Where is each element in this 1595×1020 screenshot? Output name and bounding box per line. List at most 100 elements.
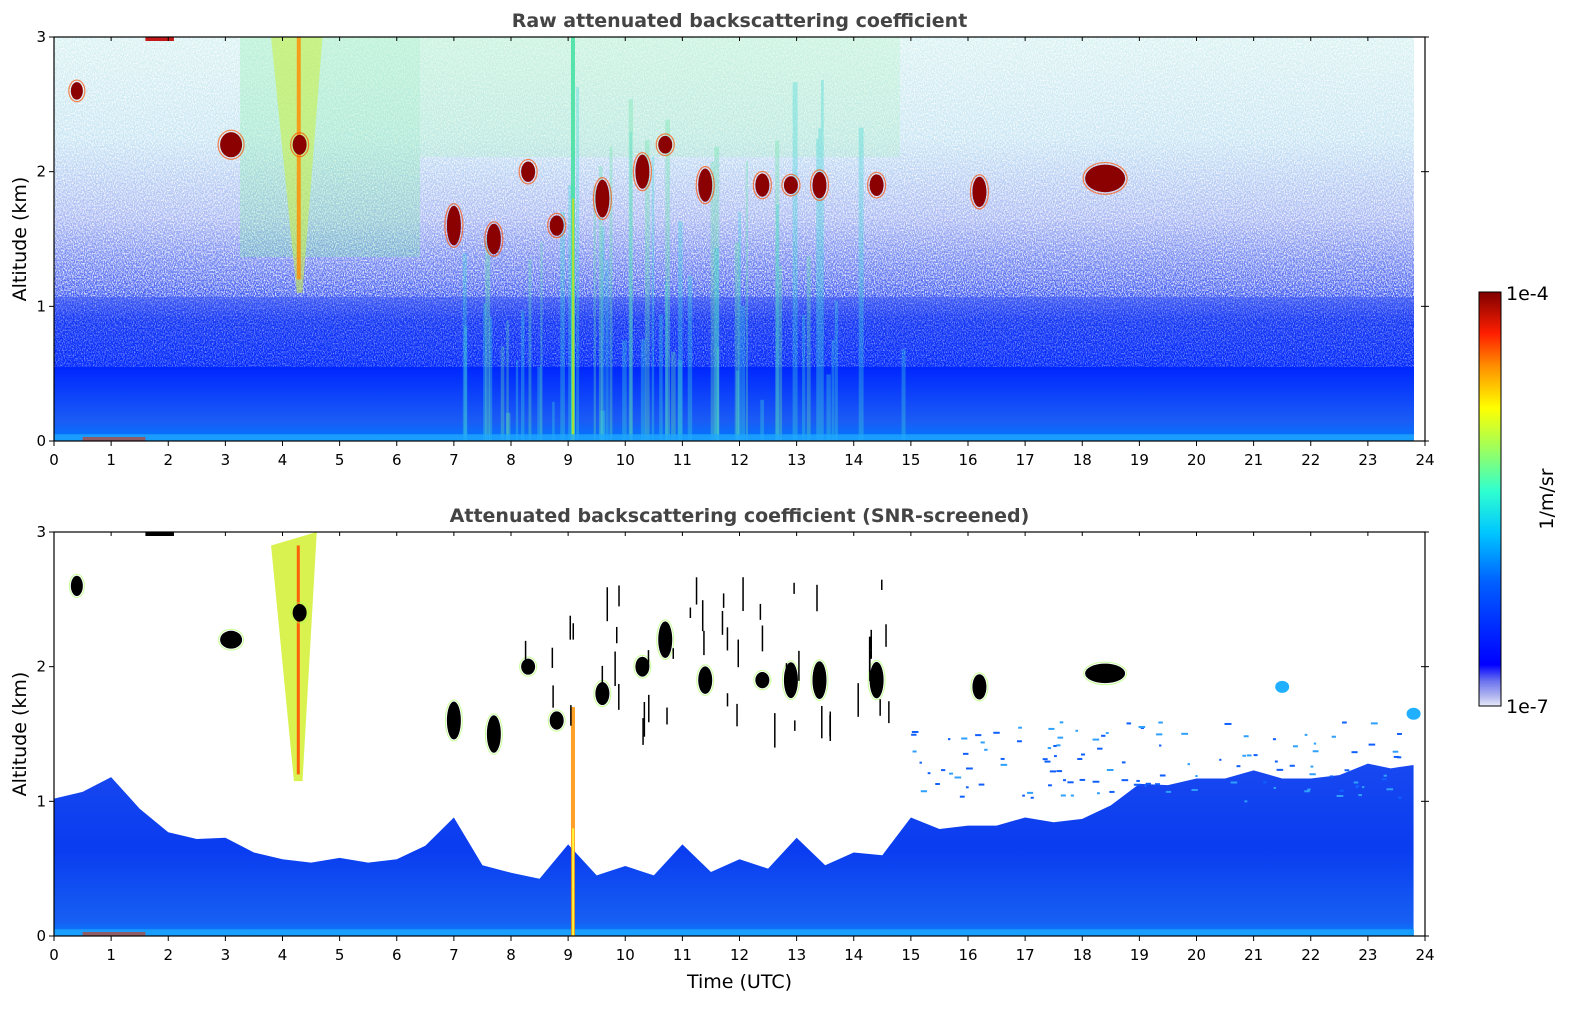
x-tick-label: 16 [958, 946, 977, 964]
x-tick-label: 4 [278, 451, 288, 469]
snr-speckle [1060, 794, 1066, 797]
raw-plume-streak [644, 140, 650, 441]
snr-speckle [1253, 754, 1258, 757]
x-tick-label: 10 [616, 946, 635, 964]
snr-cloud-blob [595, 682, 610, 706]
raw-backscatter-panel: Raw attenuated backscattering coefficien… [9, 10, 1435, 469]
x-tick-label: 0 [49, 946, 59, 964]
raw-cloud-edge [592, 177, 613, 221]
snr-cloud-blob [521, 658, 536, 675]
raw-cloud-blob [446, 205, 461, 246]
raw-cloud-blob [698, 168, 713, 202]
snr-speckle [1144, 784, 1147, 787]
snr-speckle [1397, 756, 1402, 759]
raw-cloud-blob [783, 176, 798, 194]
raw-plume-streak [816, 138, 819, 441]
x-tick-label: 10 [616, 451, 635, 469]
snr-cloud-edge [519, 656, 538, 677]
snr-cloud-streak [794, 720, 796, 731]
raw-cloud-blob [292, 134, 307, 155]
snr-cloud-streak [695, 577, 698, 605]
raw-plume-streak [506, 320, 509, 441]
x-tick-label: 24 [1415, 451, 1434, 469]
snr-screened-panel: Attenuated backscattering coefficient (S… [9, 505, 1435, 993]
snr-speckle [911, 733, 917, 736]
snr-speckle [1362, 786, 1365, 789]
snr-speckle [1274, 760, 1278, 763]
x-tick-label: 8 [506, 946, 516, 964]
raw-cloud-edge [547, 212, 567, 239]
snr-cloud-blob [869, 661, 884, 699]
snr-speckle [1246, 754, 1252, 757]
snr-speckle [959, 795, 965, 798]
raw-plume-streak [609, 146, 613, 441]
x-tick-label: 2 [163, 451, 173, 469]
snr-speckle [1381, 778, 1387, 781]
snr-cloud-streak [726, 627, 729, 651]
snr-cloud-blob [446, 701, 461, 740]
raw-cloud-blob [635, 154, 650, 189]
snr-speckle [1109, 790, 1115, 793]
raw-cloud-edge [217, 129, 245, 160]
snr-speckle [1054, 755, 1057, 758]
raw-y-axis-label: Altitude (km) [9, 177, 31, 302]
raw-plume-streak [629, 132, 633, 441]
raw-plume-streak [716, 347, 720, 441]
snr-speckle [1310, 765, 1314, 768]
snr-speckle [993, 731, 1000, 734]
snr-speckle [1140, 727, 1144, 730]
snr-speckle [1156, 733, 1163, 736]
snr-speckle [962, 752, 969, 755]
x-tick-label: 12 [730, 451, 749, 469]
snr-cloud-blob [755, 672, 770, 689]
raw-plume-streak [540, 241, 543, 441]
snr-speckle [1355, 784, 1360, 787]
snr-cloud-streak [885, 624, 887, 647]
raw-plume-streak [665, 282, 668, 441]
x-tick-label: 24 [1415, 946, 1434, 964]
snr-cloud-blob [698, 666, 713, 694]
snr-cloud-blob [1085, 663, 1126, 684]
raw-plume-streak [464, 325, 468, 441]
snr-cloud-streak [888, 701, 890, 724]
raw-plume-streak [738, 212, 741, 441]
snr-cloud-streak [701, 600, 704, 632]
snr-cloud-edge [1083, 661, 1128, 686]
snr-speckle [1331, 735, 1336, 738]
snr-speckle [1289, 764, 1295, 767]
snr-speckle [1105, 732, 1109, 735]
snr-cloud-blob [658, 621, 673, 659]
raw-plume-streak [568, 185, 574, 441]
x-tick-label: 2 [163, 946, 173, 964]
snr-x-axis: 0 1 2 3 4 5 6 7 8 9 10 11 12 13 14 15 16 17 18 19 20 21 22 23 24 [49, 532, 1435, 964]
x-tick-label: 5 [335, 946, 345, 964]
snr-cloud-blob [812, 661, 827, 700]
raw-cloud-edge [68, 79, 86, 103]
snr-surface-hot-spot [82, 931, 146, 936]
raw-plume-streak [598, 166, 603, 441]
snr-cloud-blob [486, 715, 501, 753]
raw-plume-streak [593, 185, 596, 441]
x-tick-label: 12 [730, 946, 749, 964]
raw-plume-streak [834, 300, 838, 441]
snr-speckle [1138, 725, 1146, 728]
x-tick-label: 18 [1073, 451, 1092, 469]
raw-surface-layer [54, 434, 1414, 441]
snr-speckle [1304, 790, 1310, 793]
raw-plume-streak [659, 314, 663, 441]
snr-speckle [941, 769, 946, 772]
snr-speckle [1293, 745, 1298, 748]
snr-cloud-blob [292, 603, 307, 622]
raw-cloud-edge [781, 173, 801, 197]
snr-cloud-streak [648, 694, 650, 723]
snr-cloud-streak [643, 701, 646, 737]
snr-heatmap-field [54, 532, 1425, 936]
raw-plume-streak [802, 314, 806, 441]
x-tick-label: 5 [335, 451, 345, 469]
raw-plume-streak [736, 370, 739, 441]
snr-speckle [1057, 736, 1064, 739]
snr-cloud-streak [672, 648, 675, 659]
raw-plume-core [296, 37, 301, 280]
raw-plume-streak [576, 87, 579, 441]
raw-cloud-edge [695, 165, 715, 205]
